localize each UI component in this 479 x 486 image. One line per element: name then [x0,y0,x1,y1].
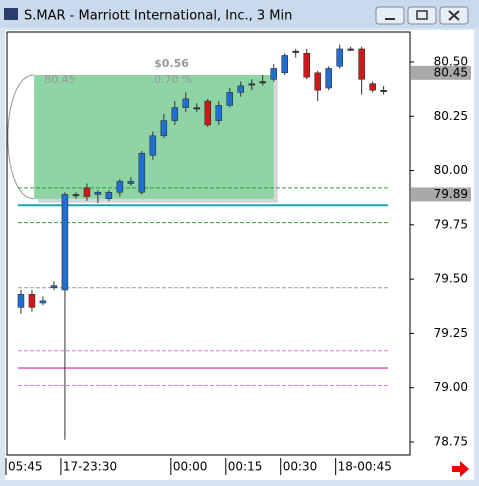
candle-body [347,48,354,51]
candle-body [105,192,113,200]
candle-body [259,81,266,84]
window-title: S.MAR - Marriott International, Inc., 3 … [24,9,292,24]
candle-body [226,92,234,106]
x-tick-label: 00:00 [173,460,208,474]
minimize-button[interactable] [375,6,405,25]
candle-body [303,53,310,78]
x-tick-label: 00:30 [283,460,318,474]
candle-body [369,83,376,91]
y-tick-label: 79.25 [434,326,468,340]
x-tick-label: 00:15 [228,460,263,474]
candle-body [17,294,25,308]
candle-body [83,187,91,197]
y-tick-label: 80.25 [434,109,468,123]
candle-body [116,181,124,193]
scroll-arrow[interactable] [452,461,469,477]
maximize-icon [416,10,428,20]
candle-body [281,55,288,74]
price-marker-label: 80.45 [434,65,468,79]
app-icon [4,8,18,20]
candle-body [138,152,146,193]
candle-body [270,68,277,80]
candle-body [28,294,36,308]
candle-body [61,194,69,291]
candle-body [127,181,135,184]
candle-body [380,89,387,92]
candle-body [72,194,80,197]
y-tick-label: 79.50 [434,272,468,286]
candle-body [182,98,190,108]
y-tick-label: 80.00 [434,163,468,177]
candle-body [204,100,212,126]
candle-body [237,85,245,93]
maximize-button[interactable] [407,6,437,25]
price-marker-label: 79.89 [434,187,468,201]
y-tick-label: 80.50 [434,54,468,68]
candle-body [292,50,299,53]
close-icon [448,10,460,21]
candle-body [94,192,102,195]
annotation-price: 80.45 [44,73,76,86]
candle-body [336,48,343,67]
y-tick-label: 79.00 [434,380,468,394]
candle-body [358,48,365,80]
x-tick-label: 18-00:45 [338,460,392,474]
candle-body [314,72,321,91]
annotation-change: $0.56 [154,57,189,70]
price-marker [411,187,471,202]
candle-body [215,105,223,121]
candle-body [248,83,255,86]
y-tick-label: 79.75 [434,217,468,231]
candle-body [39,300,47,304]
candle-body [171,107,179,121]
x-tick-label: 17-23:30 [63,460,117,474]
y-tick-label: 78.75 [434,434,468,448]
candle-body [160,120,168,137]
candle-body [50,285,58,289]
annotation-percent: 0.70 % [154,73,192,86]
candle-body [149,135,157,156]
price-marker [411,65,471,80]
candle-body [325,68,332,89]
x-tick-label: 05:45 [8,460,43,474]
candle-body [193,107,201,110]
annotation-bracket [7,74,35,200]
